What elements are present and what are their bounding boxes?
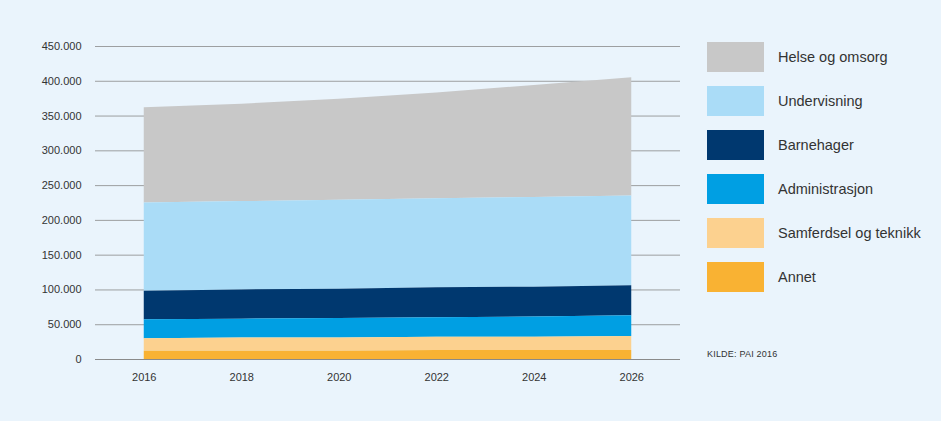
html-text:KILDE: PAI 2016: KILDE: PAI 2016 — [707, 349, 778, 359]
html-text:Administrasjon: Administrasjon — [778, 181, 874, 197]
html-text:Helse og omsorg: Helse og omsorg — [778, 49, 888, 65]
svg-text:2026: 2026 — [620, 371, 644, 383]
svg-text:400.000: 400.000 — [42, 75, 82, 87]
html-text:Samferdsel og teknikk: Samferdsel og teknikk — [778, 225, 921, 241]
svg-text:300.000: 300.000 — [42, 144, 82, 156]
html-text:Annet: Annet — [778, 269, 816, 285]
svg-text:50.000: 50.000 — [48, 318, 82, 330]
svg-text:2024: 2024 — [522, 371, 546, 383]
html-text:Undervisning: Undervisning — [778, 93, 863, 109]
svg-text:150.000: 150.000 — [42, 249, 82, 261]
svg-text:0: 0 — [75, 353, 81, 365]
html-text:Barnehager: Barnehager — [778, 137, 854, 153]
svg-text:200.000: 200.000 — [42, 214, 82, 226]
svg-text:2018: 2018 — [230, 371, 254, 383]
svg-text:2022: 2022 — [425, 371, 449, 383]
svg-text:350.000: 350.000 — [42, 110, 82, 122]
svg-text:100.000: 100.000 — [42, 283, 82, 295]
svg-text:450.000: 450.000 — [42, 40, 82, 52]
svg-text:2020: 2020 — [327, 371, 351, 383]
svg-text:250.000: 250.000 — [42, 179, 82, 191]
svg-text:2016: 2016 — [132, 371, 156, 383]
